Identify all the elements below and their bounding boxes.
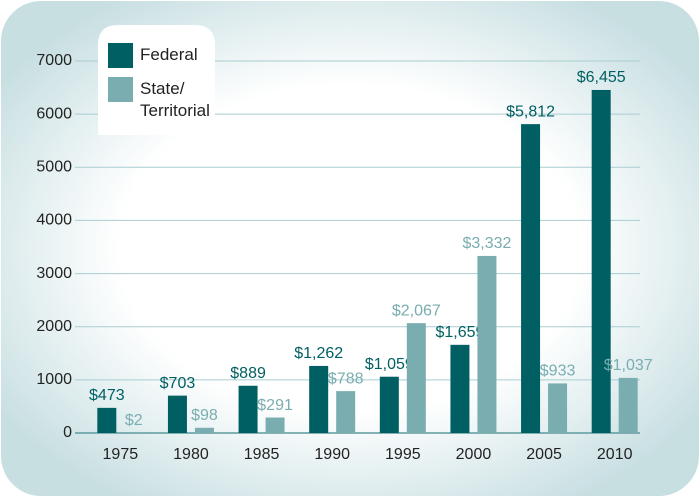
y-tick-label: 3000 — [36, 265, 72, 282]
value-label: $889 — [230, 365, 266, 382]
bar — [406, 323, 426, 433]
bar — [336, 391, 356, 433]
x-tick-label: 1980 — [173, 446, 209, 463]
bar — [548, 383, 568, 433]
value-label: $2,067 — [392, 302, 441, 319]
legend-label: Federal — [140, 45, 198, 64]
bar — [265, 417, 285, 433]
legend-label: State/ Territorial — [140, 79, 210, 120]
bar — [194, 427, 214, 433]
bar — [309, 365, 329, 433]
value-label: $5,812 — [506, 103, 555, 120]
bar — [591, 89, 611, 433]
x-tick-label: 2010 — [597, 446, 633, 463]
bar — [167, 395, 187, 433]
bar — [97, 407, 117, 433]
bar — [238, 385, 258, 433]
value-label: $6,455 — [577, 69, 626, 86]
bar — [618, 377, 638, 433]
value-label: $1,037 — [604, 357, 653, 374]
legend-swatch — [108, 43, 133, 68]
value-label: $703 — [160, 375, 196, 392]
bar — [450, 344, 470, 433]
value-label: $1,059 — [365, 356, 414, 373]
y-tick-label: 0 — [63, 424, 72, 441]
bar — [379, 376, 399, 433]
y-tick-label: 1000 — [36, 371, 72, 388]
value-label: $933 — [540, 363, 576, 380]
value-label: $3,332 — [462, 235, 511, 252]
x-tick-label: 1985 — [244, 446, 280, 463]
x-tick-label: 1975 — [103, 446, 139, 463]
bar — [477, 255, 497, 433]
x-tick-label: 2000 — [456, 446, 492, 463]
value-label: $98 — [191, 407, 218, 424]
value-label: $788 — [328, 370, 364, 387]
legend-swatch — [108, 77, 133, 102]
x-tick-label: 1995 — [385, 446, 421, 463]
value-label: $1,659 — [435, 324, 484, 341]
value-label: $473 — [89, 387, 125, 404]
y-tick-label: 5000 — [36, 159, 72, 176]
bar — [521, 124, 541, 433]
value-label: $1,262 — [294, 345, 343, 362]
x-tick-label: 2005 — [526, 446, 562, 463]
value-label: $291 — [257, 397, 293, 414]
x-tick-label: 1990 — [314, 446, 350, 463]
y-tick-label: 7000 — [36, 52, 72, 69]
value-label: $2 — [125, 412, 143, 429]
y-tick-label: 6000 — [36, 105, 72, 122]
y-tick-label: 4000 — [36, 212, 72, 229]
y-tick-label: 2000 — [36, 318, 72, 335]
